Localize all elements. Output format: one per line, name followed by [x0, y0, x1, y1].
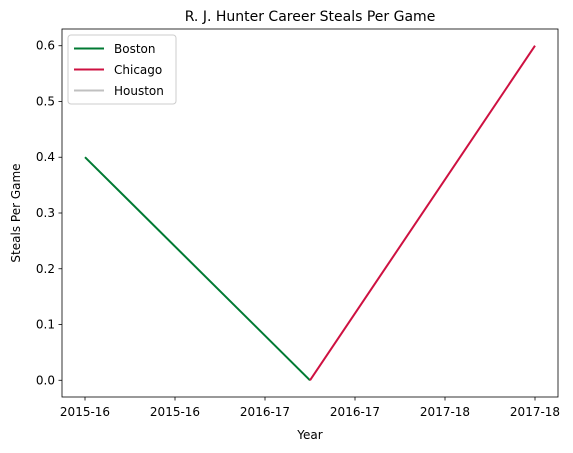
x-axis-ticks: 2015-16 2015-16 2016-17 2016-17 2017-18 2017-…	[60, 397, 560, 419]
y-tick-label: 0.0	[36, 373, 55, 387]
y-tick-label: 0.6	[36, 39, 55, 53]
legend: Boston Chicago Houston	[67, 34, 177, 105]
legend-label-chicago: Chicago	[114, 63, 162, 77]
y-axis-label: Steals Per Game	[9, 163, 23, 262]
x-tick-label: 2017-18	[510, 405, 560, 419]
x-tick-label: 2017-18	[420, 405, 470, 419]
series-line-chicago	[309, 45, 536, 381]
x-tick-label: 2015-16	[150, 405, 200, 419]
series-lines	[84, 45, 536, 382]
x-tick-label: 2015-16	[60, 405, 110, 419]
x-tick-label: 2016-17	[240, 405, 290, 419]
legend-frame	[67, 34, 177, 105]
x-axis-label: Year	[296, 428, 322, 442]
y-tick-label: 0.5	[36, 94, 55, 108]
y-axis-ticks: 0.0 0.1 0.2 0.3 0.4 0.5 0.6	[36, 39, 62, 387]
y-tick-label: 0.3	[36, 206, 55, 220]
series-line-boston	[84, 156, 311, 382]
y-tick-label: 0.4	[36, 150, 55, 164]
y-tick-label: 0.1	[36, 318, 55, 332]
plot-frame	[61, 28, 559, 398]
legend-label-boston: Boston	[114, 42, 155, 56]
x-tick-label: 2016-17	[330, 405, 380, 419]
legend-label-houston: Houston	[114, 84, 164, 98]
y-tick-label: 0.2	[36, 262, 55, 276]
chart-title: R. J. Hunter Career Steals Per Game	[185, 9, 436, 25]
